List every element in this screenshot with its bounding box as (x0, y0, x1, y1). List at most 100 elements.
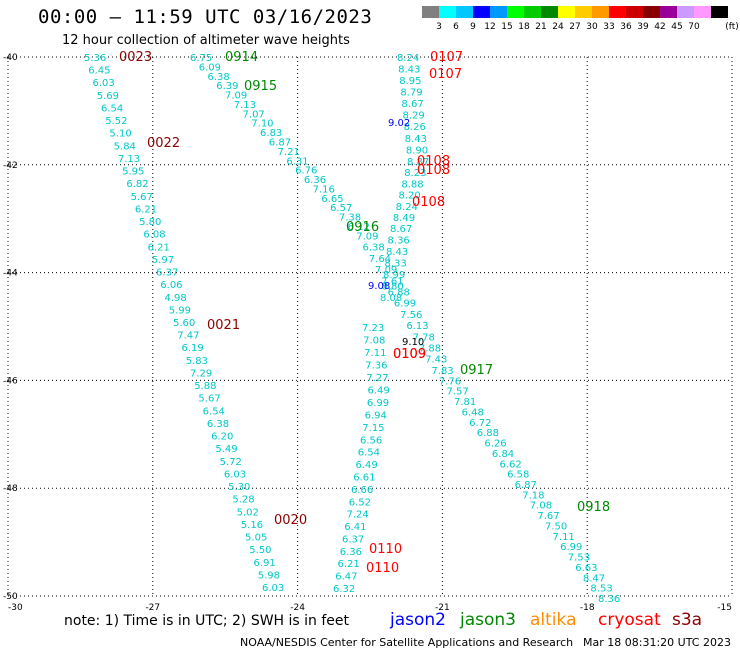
latitude-tick-label: -42 (3, 161, 18, 171)
wave-height-value: 5.36 (84, 53, 106, 64)
wave-height-value: 5.05 (245, 533, 267, 544)
wave-height-value: 6.52 (349, 497, 371, 508)
pass-time-label: 0914 (225, 50, 258, 65)
wave-height-value: 6.21 (148, 242, 170, 253)
colorbar-swatch (490, 6, 507, 18)
wave-height-value: 5.83 (186, 356, 208, 367)
wave-height-value: 7.15 (362, 423, 384, 434)
wave-height-value: 6.87 (515, 480, 537, 491)
generated-timestamp: Mar 18 08:31:20 UTC 2023 (583, 636, 731, 649)
colorbar-unit: (ft) (725, 22, 739, 32)
colorbar-swatch (558, 6, 575, 18)
latitude-tick-label: -40 (3, 53, 18, 63)
wave-height-value: 7.56 (400, 310, 422, 321)
wave-height-value: 8.43 (386, 247, 408, 258)
wave-height-value: 7.88 (419, 344, 441, 355)
colorbar-label: 33 (603, 22, 615, 32)
pass-time-label: 0110 (369, 542, 402, 557)
wave-height-value: 6.49 (367, 386, 389, 397)
wave-height-value: 6.49 (355, 460, 377, 471)
wave-height-value: 6.54 (203, 406, 225, 417)
colorbar-swatch (473, 6, 490, 18)
legend-s3a: s3a (672, 610, 703, 630)
wave-height-value: 6.13 (406, 321, 428, 332)
colorbar-label: 24 (552, 22, 564, 32)
colorbar-swatch (592, 6, 609, 18)
wave-height-value: 7.38 (339, 213, 361, 224)
wave-height-value: 7.67 (537, 511, 559, 522)
wave-height-value: 5.80 (139, 217, 161, 228)
wave-height-value: 8.47 (583, 573, 605, 584)
pass-time-label: 0020 (274, 513, 307, 528)
colorbar-label: 45 (671, 22, 683, 32)
wave-height-value: 6.36 (340, 547, 362, 558)
pass-time-label: 0917 (460, 363, 493, 378)
wave-height-value: 7.76 (439, 376, 461, 387)
wave-height-value: 6.65 (321, 194, 343, 205)
wave-height-value: 7.50 (545, 521, 567, 532)
wave-height-value: 8.88 (401, 179, 423, 190)
wave-height-value: 6.39 (216, 81, 238, 92)
wave-height-value: 5.69 (97, 91, 119, 102)
wave-height-value: 6.62 (499, 459, 521, 470)
latitude-tick-label: -46 (3, 376, 18, 386)
page-subtitle: 12 hour collection of altimeter wave hei… (62, 33, 350, 48)
wave-height-value: 6.47 (335, 572, 357, 583)
wave-height-value: 6.56 (360, 435, 382, 446)
wave-height-value: 6.82 (126, 179, 148, 190)
wave-height-value: 8.20 (399, 191, 421, 202)
longitude-tick-label: -18 (580, 603, 595, 613)
wave-height-value: 6.03 (224, 469, 246, 480)
wave-height-value: 7.64 (369, 254, 391, 265)
wave-height-value: 6.38 (207, 419, 229, 430)
wave-height-value: 8.36 (598, 594, 620, 605)
colorbar-swatch (456, 6, 473, 18)
pass-time-label: 0108 (417, 154, 450, 169)
wave-height-value: 7.13 (118, 154, 140, 165)
wave-height-value: 6.03 (92, 78, 114, 89)
wave-height-value: 5.10 (109, 129, 131, 140)
wave-height-value: 6.88 (477, 428, 499, 439)
wave-height-value: 6.88 (388, 287, 410, 298)
wave-height-value: 6.63 (575, 563, 597, 574)
colorbar-swatch (609, 6, 626, 18)
colorbar-swatch (422, 6, 439, 18)
legend-cryosat: cryosat (598, 610, 661, 630)
longitude-tick-label: -27 (145, 603, 160, 613)
wave-height-value: 6.54 (101, 103, 123, 114)
longitude-tick-label: -24 (290, 603, 305, 613)
wave-height-value: 8.33 (385, 259, 407, 270)
wave-height-value: 7.11 (553, 532, 575, 543)
colorbar-label: 39 (637, 22, 649, 32)
pass-time-label: 0107 (430, 50, 463, 65)
colorbar-label: 3 (436, 22, 442, 32)
wave-height-value: 7.09 (356, 231, 378, 242)
wave-height-value: 5.49 (215, 444, 237, 455)
wave-height-value: 4.98 (165, 293, 187, 304)
legend-jason3: jason3 (460, 610, 516, 630)
wave-height-value: 7.57 (446, 387, 468, 398)
wave-height-value: 5.95 (122, 167, 144, 178)
wave-height-value: 8.26 (404, 122, 426, 133)
wave-height-value: 7.23 (362, 323, 384, 334)
wave-height-value: 7.07 (243, 109, 265, 120)
wave-height-value: 8.24 (397, 53, 419, 64)
wave-height-value: 7.81 (454, 397, 476, 408)
wave-height-value: 7.27 (366, 373, 388, 384)
wave-height-value: 5.72 (220, 457, 242, 468)
wave-height-value: 7.53 (568, 553, 590, 564)
colorbar-label: 15 (501, 22, 513, 32)
pass-time-label: 0915 (244, 79, 277, 94)
credit-line: NOAA/NESDIS Center for Satellite Applica… (240, 636, 574, 649)
wave-height-value: 7.29 (190, 368, 212, 379)
longitude-tick-label: -21 (435, 603, 450, 613)
colorbar-label: 30 (586, 22, 598, 32)
wave-height-value: 7.47 (177, 331, 199, 342)
wave-height-value: 8.24 (396, 202, 418, 213)
colorbar-label: 70 (688, 22, 700, 32)
wave-height-value: 6.21 (135, 204, 157, 215)
pass-time-label: 0918 (577, 500, 610, 515)
wave-height-value: 6.38 (363, 243, 385, 254)
wave-height-value: 6.06 (160, 280, 182, 291)
colorbar-label: 42 (654, 22, 666, 32)
